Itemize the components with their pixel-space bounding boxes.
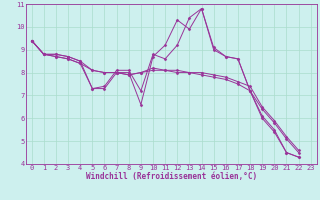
X-axis label: Windchill (Refroidissement éolien,°C): Windchill (Refroidissement éolien,°C) [86, 172, 257, 181]
